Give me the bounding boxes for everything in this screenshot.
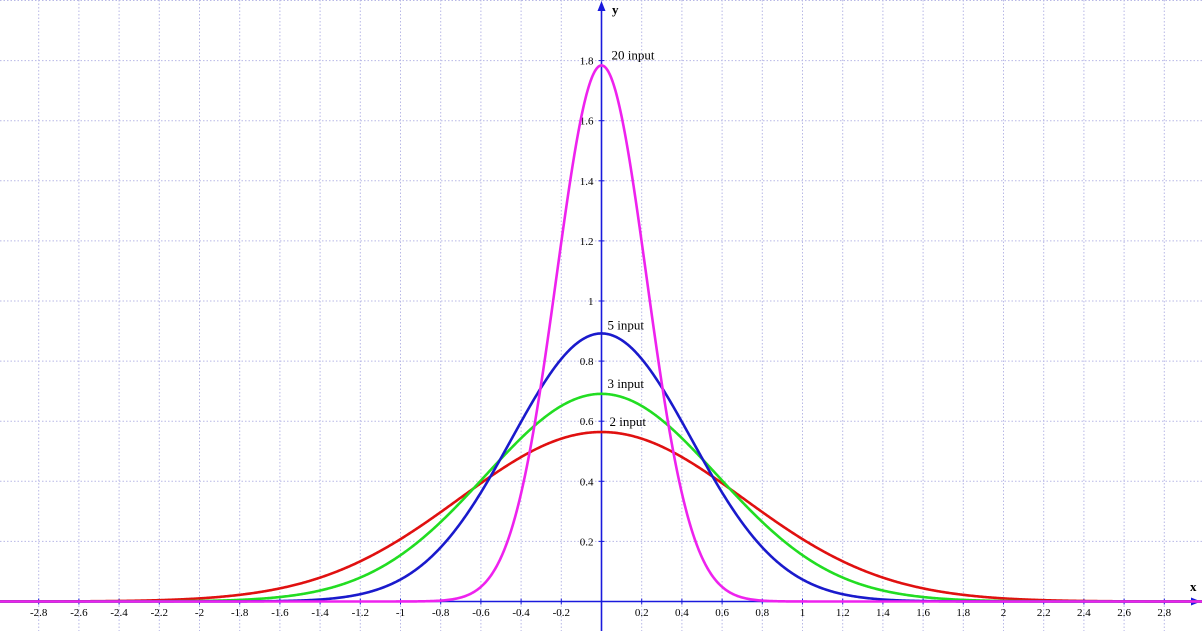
x-tick-label: 0.6: [715, 607, 729, 619]
y-axis-label: y: [612, 2, 619, 17]
x-tick-label: -2.6: [70, 607, 88, 619]
y-tick-label: 1.8: [580, 56, 594, 68]
y-tick-label: 1.6: [580, 116, 594, 128]
x-tick-label: 1.6: [916, 607, 930, 619]
x-tick-label: 2: [1001, 607, 1007, 619]
x-tick-label: -0.2: [553, 607, 570, 619]
x-tick-label: 0.8: [755, 607, 769, 619]
x-tick-label: -0.8: [432, 607, 450, 619]
x-tick-label: 2.6: [1117, 607, 1131, 619]
series-label: 5 input: [608, 317, 645, 332]
x-tick-label: 1.2: [836, 607, 850, 619]
x-tick-label: -1.2: [352, 607, 369, 619]
x-tick-label: -2: [195, 607, 204, 619]
series-line-2-input: [0, 430, 1202, 603]
x-tick-label: -2.2: [151, 607, 168, 619]
x-tick-label: 1: [800, 607, 806, 619]
y-tick-label: 0.2: [580, 536, 594, 548]
y-tick-label: 0.4: [580, 476, 594, 488]
x-tick-label: -1: [396, 607, 405, 619]
x-tick-label: 2.4: [1077, 607, 1091, 619]
series-label: 20 input: [612, 47, 655, 62]
x-tick-label: 0.2: [635, 607, 649, 619]
y-axis-arrow: [597, 1, 606, 11]
x-tick-label: -1.4: [311, 607, 329, 619]
x-tick-label: -0.6: [472, 607, 490, 619]
series-label: 3 input: [608, 376, 645, 391]
y-tick-label: 1: [588, 296, 594, 308]
series-labels: 2 input 3 input 5 input 20 input: [608, 47, 655, 429]
x-tick-label: 0.4: [675, 607, 689, 619]
x-tick-label: -0.4: [512, 607, 530, 619]
y-tick-label: 0.6: [580, 416, 594, 428]
x-tick-label: 2.8: [1157, 607, 1171, 619]
x-tick-labels: -2.8 -2.6 -2.4 -2.2 -2 -1.8 -1.6 -1.4 -1.2 -1 -0.8…: [30, 607, 1172, 619]
x-tick-label: 1.8: [956, 607, 970, 619]
y-tick-labels: 0.2 0.4 0.6 0.8 1 1.2 1.4 1.6 1.8: [580, 56, 594, 549]
x-tick-label: -1.8: [231, 607, 249, 619]
x-tick-label: 2.2: [1037, 607, 1051, 619]
x-tick-label: -1.6: [271, 607, 289, 619]
y-tick-label: 0.8: [580, 356, 594, 368]
series-curves: [0, 64, 1202, 603]
y-tick-label: 1.4: [580, 176, 594, 188]
y-tick-label: 1.2: [580, 236, 594, 248]
x-tick-label: -2.8: [30, 607, 48, 619]
x-tick-label: 1.4: [876, 607, 890, 619]
series-label: 2 input: [610, 414, 647, 429]
x-tick-label: -2.4: [110, 607, 128, 619]
series-line-20-input: [0, 64, 1202, 603]
x-axis-label: x: [1190, 579, 1197, 594]
